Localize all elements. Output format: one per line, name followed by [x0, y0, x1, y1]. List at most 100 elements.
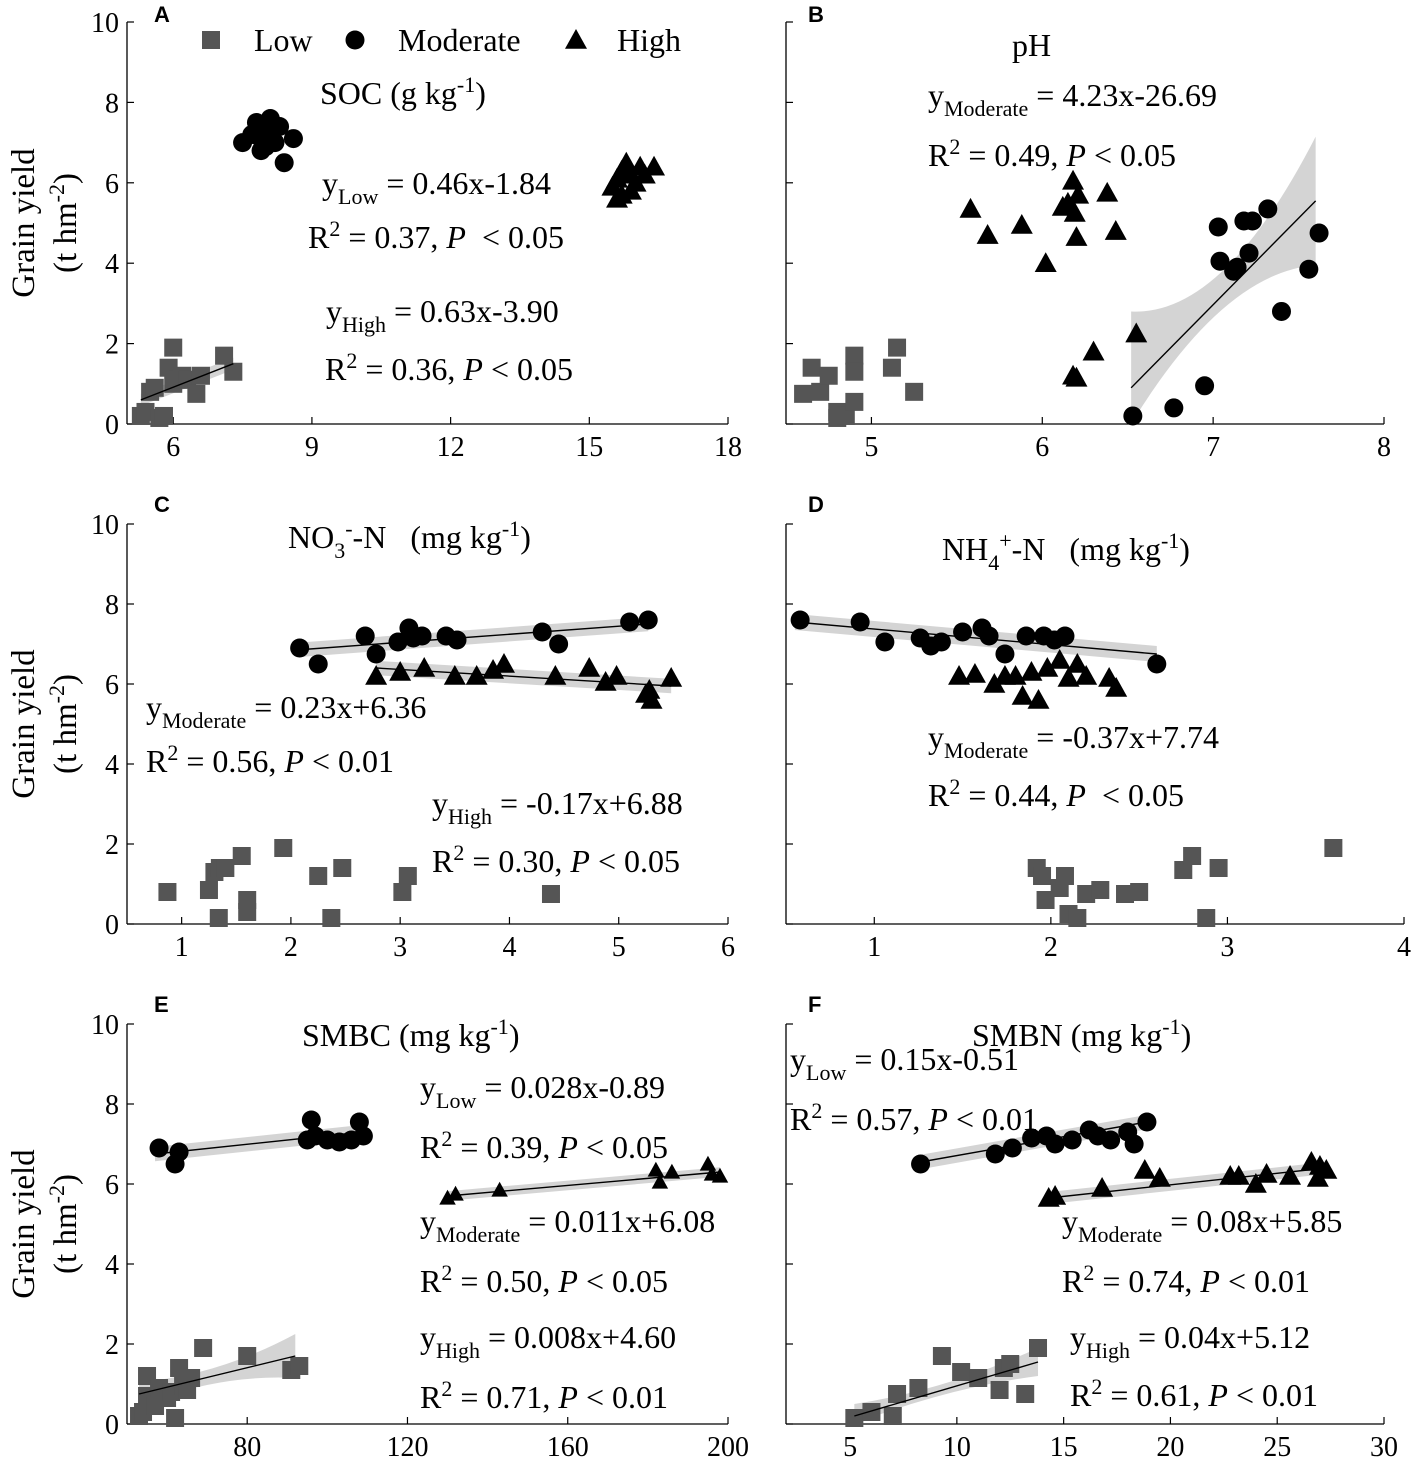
text-run: -2 [44, 1185, 69, 1203]
data-point-low [398, 867, 417, 885]
text-run: SMBC (mg kg [302, 1017, 490, 1053]
data-point-moderate [308, 654, 328, 674]
text-run: < 0.05 [590, 843, 680, 879]
data-point-high [1067, 183, 1090, 204]
data-point-high [606, 187, 629, 208]
data-point-low [164, 338, 183, 357]
data-point-moderate [790, 610, 810, 630]
data-point-low [845, 1409, 864, 1427]
data-point-high [1010, 214, 1033, 234]
regression-equation: yLow = 0.15x-0.51 [790, 1041, 1019, 1085]
data-point-moderate [1309, 223, 1329, 243]
legend-label: High [617, 22, 681, 58]
data-point-low [238, 891, 257, 909]
data-point-moderate [620, 612, 640, 632]
text-run: P [1199, 1263, 1220, 1299]
data-point-moderate [353, 1126, 373, 1146]
data-point-moderate [1062, 1130, 1082, 1150]
y-tick-label: 0 [105, 410, 119, 441]
data-point-moderate [1016, 626, 1036, 646]
data-point-moderate [1101, 1130, 1121, 1150]
text-run: P [445, 219, 466, 255]
text-run: 2 [329, 216, 340, 241]
text-run: -2 [44, 184, 69, 202]
x-tick-label: 25 [1263, 1432, 1291, 1463]
x-tick-label: 200 [707, 1432, 749, 1463]
text-run: = 0.49, [960, 137, 1066, 173]
regression-equation: yLow = 0.46x-1.84 [322, 165, 551, 209]
x-tick-label: 6 [721, 932, 735, 963]
text-run: y [326, 293, 342, 329]
x-tick-label: 2 [1044, 932, 1058, 963]
text-run: 2 [1083, 1260, 1094, 1285]
text-run: -2 [44, 685, 69, 703]
regression-equation: yHigh = 0.04x+5.12 [1070, 1319, 1310, 1363]
y-axis-label-line2: (t hm-2) [44, 674, 84, 774]
text-run: = 0.61, [1102, 1377, 1208, 1413]
x-tick-label: 8 [1377, 432, 1391, 463]
text-run: = 0.028x-0.89 [476, 1069, 665, 1105]
data-point-low [1016, 1385, 1035, 1403]
regression-equation: yLow = 0.028x-0.89 [420, 1069, 665, 1113]
data-point-moderate [1258, 199, 1278, 219]
data-point-moderate [274, 153, 294, 173]
y-tick-label: 2 [105, 330, 119, 361]
data-point-high [1279, 1165, 1302, 1185]
data-point-high [1036, 657, 1059, 677]
text-run: R [790, 1101, 812, 1137]
data-point-low [952, 1363, 971, 1381]
regression-equation: R2 = 0.61, P < 0.01 [1070, 1374, 1318, 1413]
data-point-low [1130, 883, 1149, 901]
text-run: P [462, 351, 483, 387]
confidence-band [854, 1348, 1039, 1424]
data-point-high [959, 197, 982, 218]
data-point-moderate [366, 644, 386, 664]
fit-line [447, 1171, 721, 1197]
text-run: R [420, 1263, 442, 1299]
data-point-moderate [1239, 243, 1259, 263]
data-point-high [640, 689, 663, 709]
regression-equation: R2 = 0.50, P < 0.05 [420, 1260, 668, 1299]
regression-equation: yModerate = 0.23x+6.36 [146, 689, 426, 733]
regression-equation: R2 = 0.57, P < 0.01 [790, 1098, 1038, 1137]
data-point-moderate [995, 644, 1015, 664]
data-point-low [309, 867, 328, 885]
text-run: P [927, 1101, 948, 1137]
text-run: NH [942, 531, 988, 567]
regression-equation: R2 = 0.36, P < 0.05 [325, 348, 573, 387]
legend-marker-low [202, 31, 220, 49]
data-point-moderate [1147, 654, 1167, 674]
regression-equation: R2 = 0.44, P < 0.05 [928, 774, 1184, 813]
text-run: Moderate [1078, 1222, 1162, 1247]
text-run: R [928, 777, 950, 813]
text-run: 2 [811, 1098, 822, 1123]
text-run: -1 [1162, 1014, 1180, 1039]
data-point-moderate [1195, 376, 1215, 396]
text-run: y [928, 719, 944, 755]
panel-title: SMBN (mg kg-1) [972, 1014, 1191, 1053]
data-point-low [909, 1379, 928, 1397]
y-tick-label: 0 [105, 910, 119, 941]
text-run: = 0.50, [452, 1263, 558, 1299]
x-tick-label: 15 [575, 432, 603, 463]
text-run: = 0.04x+5.12 [1130, 1319, 1310, 1355]
y-tick-label: 6 [105, 169, 119, 200]
data-point-low [845, 392, 864, 411]
text-run: = 0.08x+5.85 [1162, 1203, 1342, 1239]
x-tick-label: 4 [502, 932, 516, 963]
fit-line [794, 621, 1157, 655]
text-run: R [420, 1129, 442, 1165]
data-point-moderate [1123, 406, 1143, 426]
y-tick-label: 4 [105, 249, 119, 280]
data-point-moderate [953, 622, 973, 642]
text-run: 3 [334, 538, 345, 563]
y-tick-label: 2 [105, 830, 119, 861]
y-axis-label-line1: Grain yield [6, 649, 42, 799]
text-run: ) [509, 1017, 520, 1053]
data-point-moderate [931, 632, 951, 652]
text-run: 4 [988, 550, 999, 575]
regression-equation: yModerate = 4.23x-26.69 [928, 77, 1217, 121]
text-run: 2 [167, 740, 178, 765]
data-point-low [224, 362, 243, 381]
data-point-high [1244, 1173, 1267, 1193]
